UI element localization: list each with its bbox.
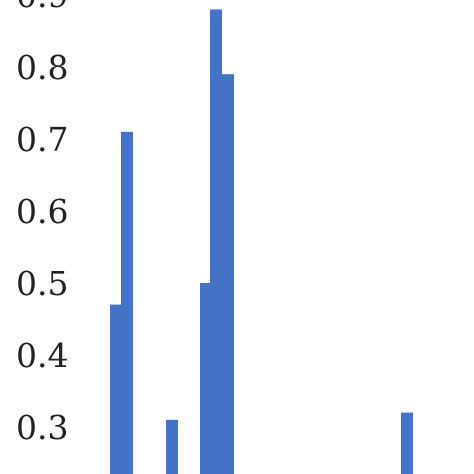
- bar: [166, 419, 178, 474]
- y-tick-label: 0.5: [16, 264, 68, 303]
- bar: [200, 283, 212, 474]
- y-tick-label: 0.8: [16, 48, 68, 87]
- bar: [222, 74, 234, 474]
- y-tick-label: 0.7: [16, 120, 68, 159]
- bar: [121, 131, 133, 474]
- y-tick-label: 0.9: [16, 0, 68, 15]
- bar: [110, 304, 121, 474]
- y-tick-label: 0.6: [16, 192, 68, 231]
- y-axis: 0.9 0.8 0.7 0.6 0.5 0.4 0.3: [16, 0, 68, 447]
- bar: [210, 9, 222, 474]
- y-tick-label: 0.4: [16, 336, 68, 375]
- bar: [401, 412, 413, 474]
- y-tick-label: 0.3: [16, 408, 68, 447]
- bars-group: [110, 9, 413, 474]
